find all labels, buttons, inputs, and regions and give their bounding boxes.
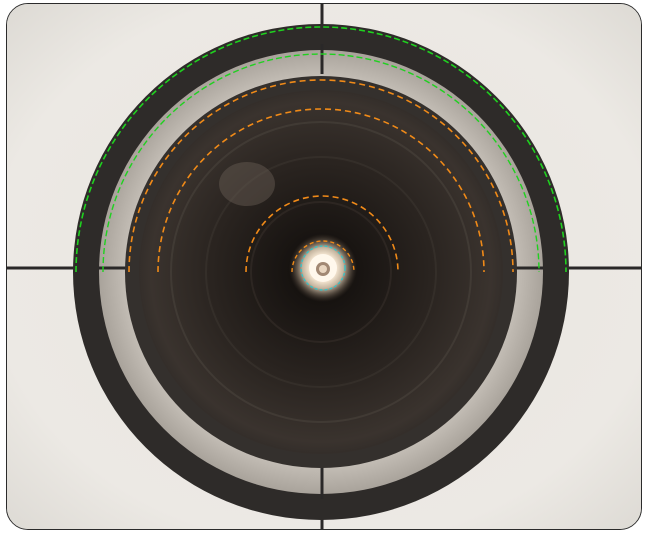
center-ring-cyan (300, 245, 346, 291)
inner-arc-orange-4 (291, 240, 355, 273)
center-pinhole-inner (319, 265, 327, 273)
inner-arc-orange-3 (245, 195, 399, 273)
lens-photo (7, 4, 641, 529)
lens-reflection (219, 162, 275, 206)
lens-inner-ring-3 (250, 201, 392, 343)
lens-inner-ring-2 (205, 156, 437, 388)
lens-inner-ring-1 (170, 121, 472, 423)
outer-arc-green-2 (102, 53, 540, 273)
inner-arc-orange-1 (128, 79, 514, 273)
outer-arc-green (75, 26, 567, 273)
photo-frame (6, 3, 642, 530)
inner-arc-orange-2 (157, 108, 485, 273)
